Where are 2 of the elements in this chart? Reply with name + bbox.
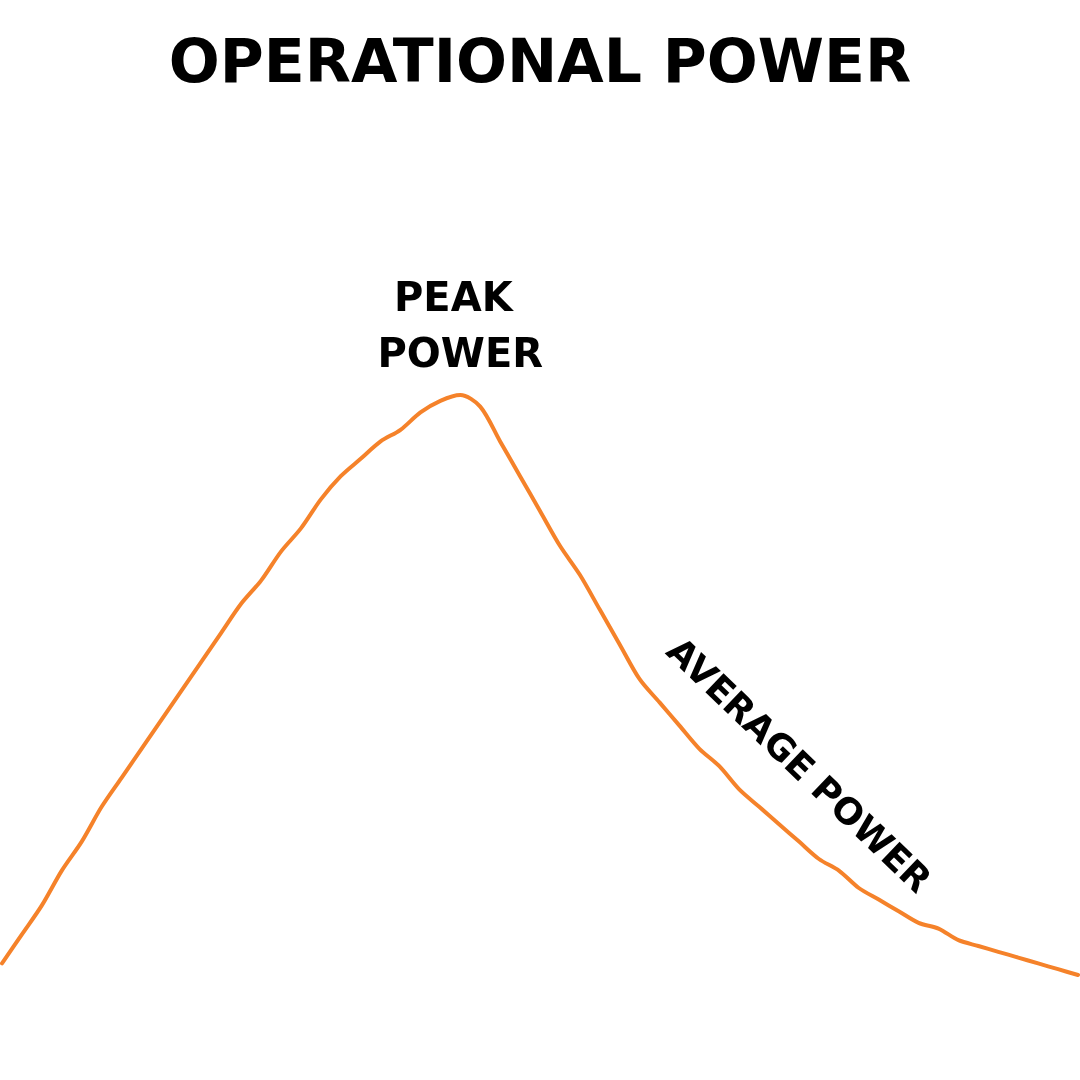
- text: PEAK POWER: [377, 274, 544, 376]
- chart-title: OPERATIONAL POWER: [168, 26, 912, 96]
